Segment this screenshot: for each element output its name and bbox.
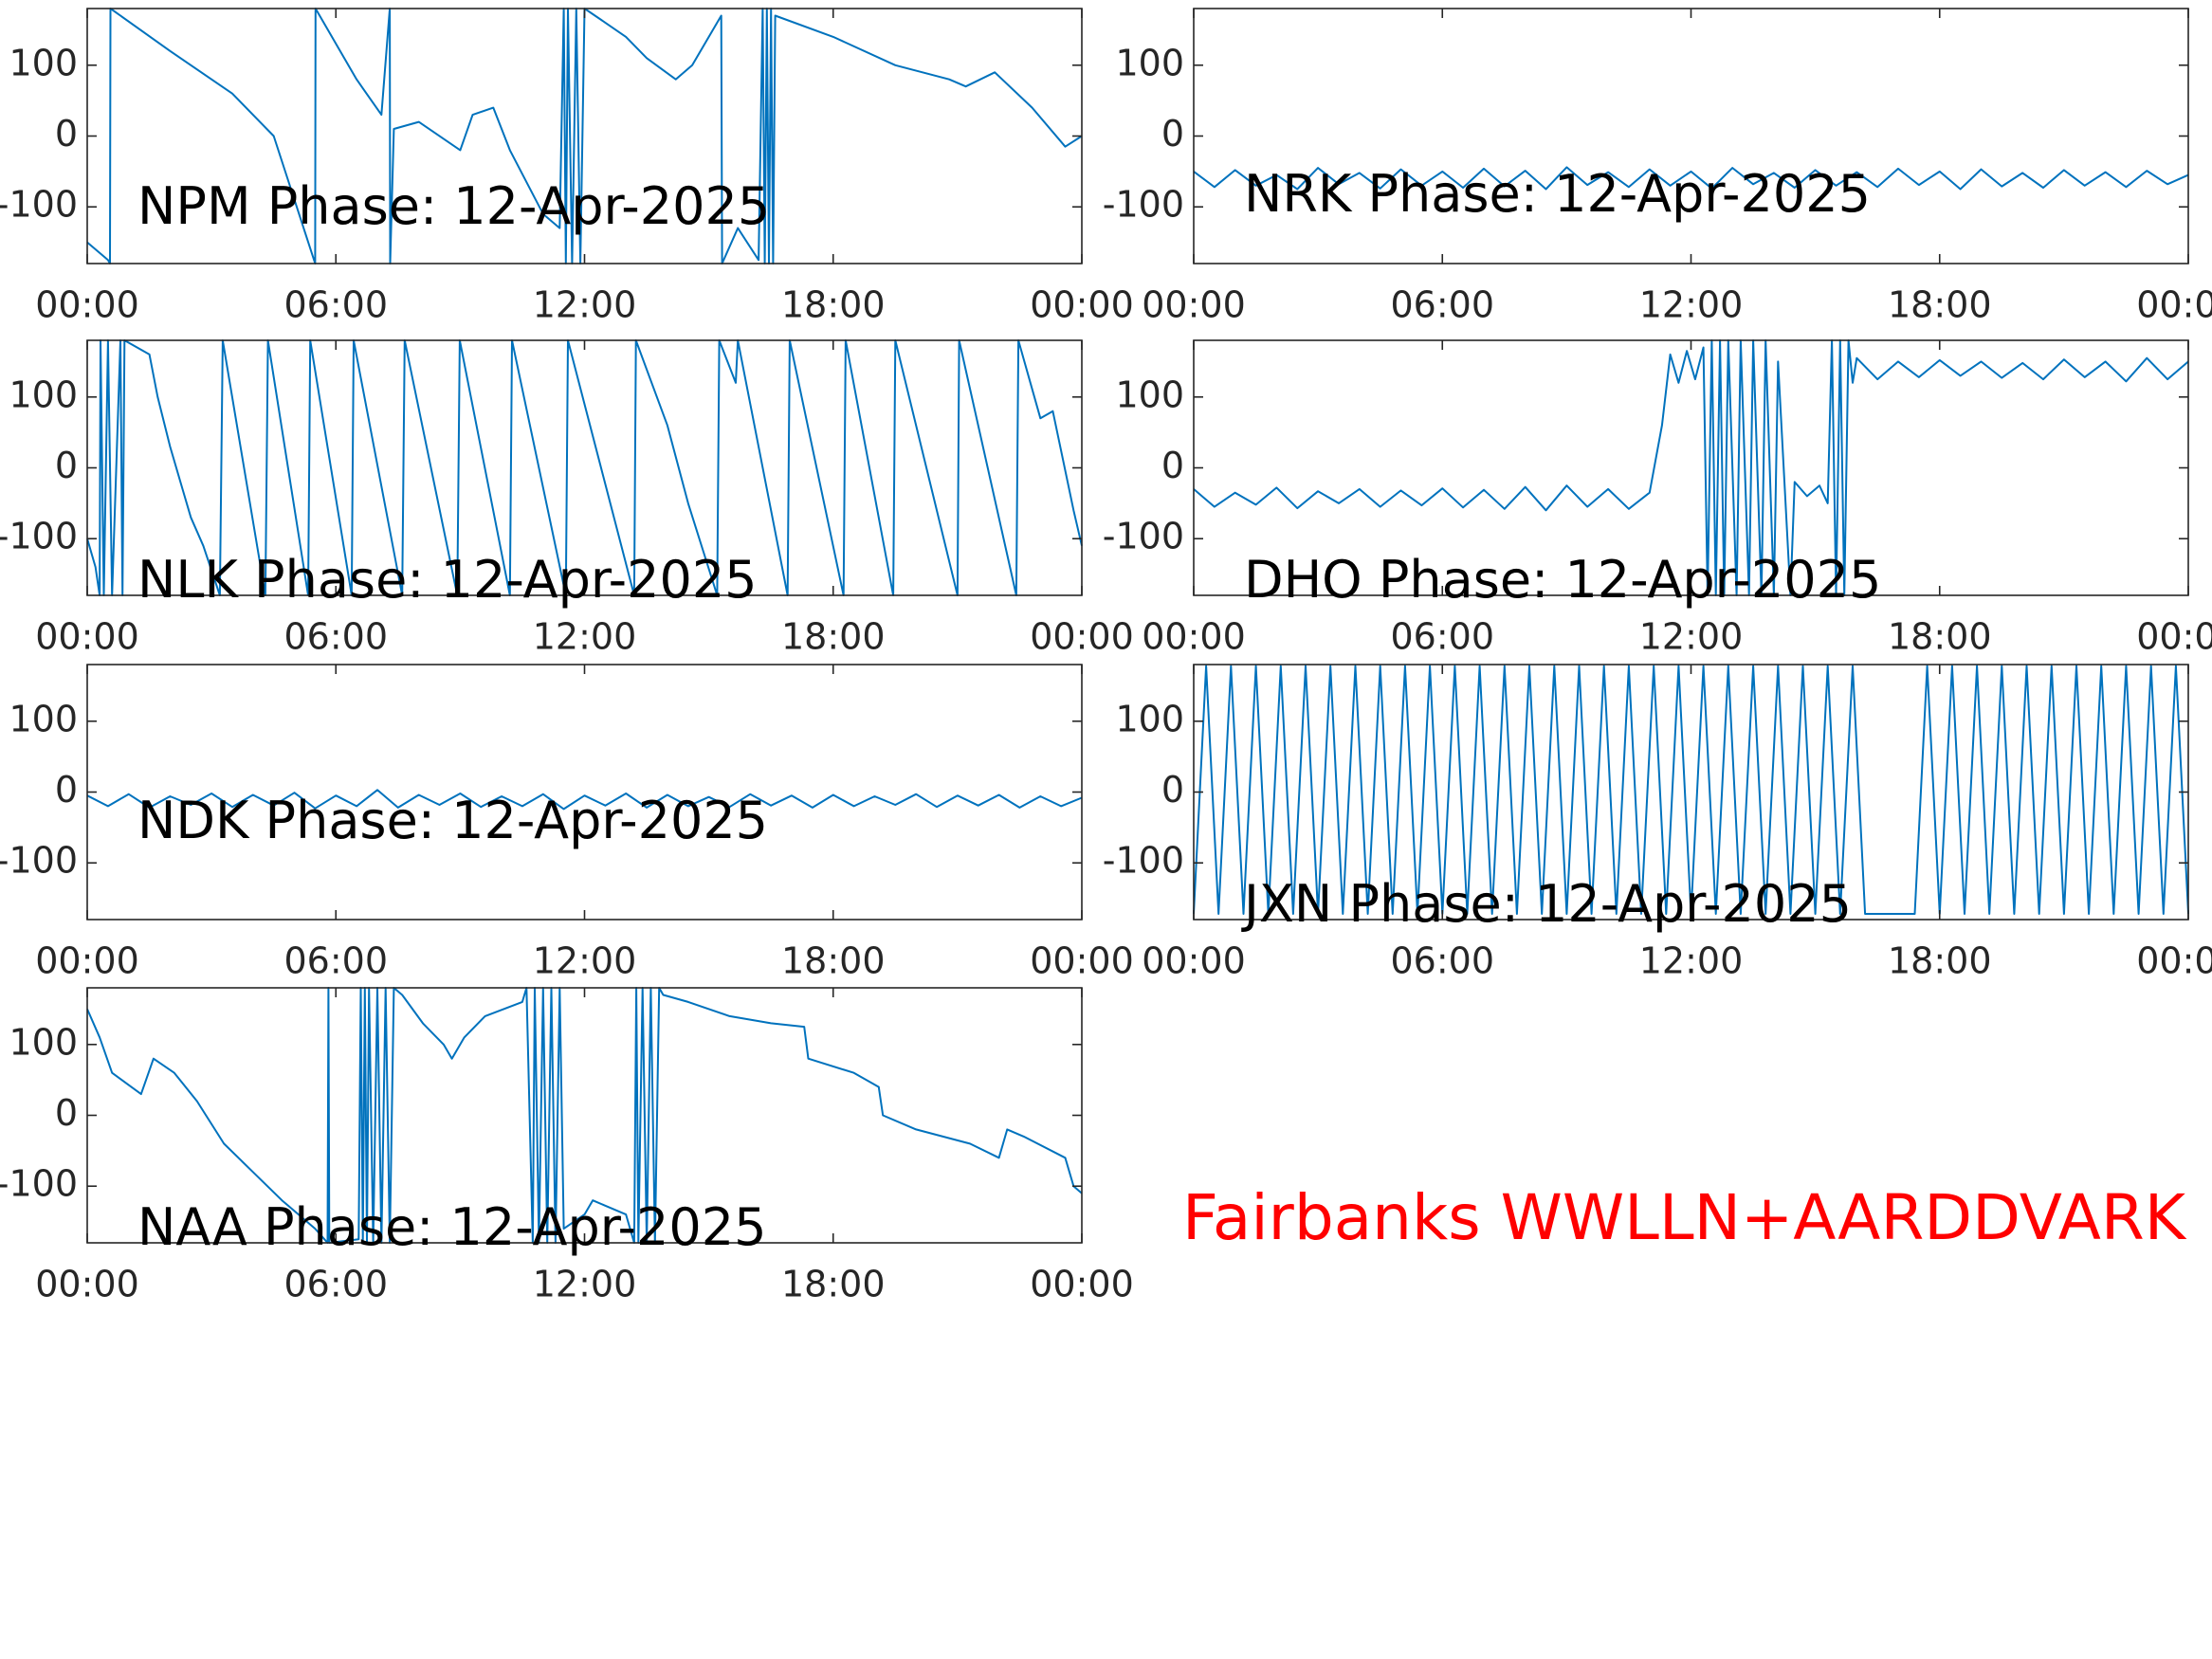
x-tick-label: 00:00 — [1142, 940, 1246, 982]
x-tick-label: 12:00 — [1639, 284, 1744, 326]
y-tick-label: -100 — [1103, 516, 1184, 557]
phase-line — [86, 339, 1083, 596]
y-tick-label: -100 — [0, 516, 78, 557]
subplot-title: NRK Phase: 12-Apr-2025 — [1244, 164, 1871, 224]
x-tick-label: 18:00 — [1888, 284, 1992, 326]
x-tick-label: 12:00 — [533, 940, 637, 982]
x-tick-label: 18:00 — [781, 284, 886, 326]
y-tick-label: -100 — [1103, 840, 1184, 882]
x-tick-label: 12:00 — [1639, 940, 1744, 982]
subplot-title: NAA Phase: 12-Apr-2025 — [137, 1197, 766, 1257]
x-tick-label: 12:00 — [533, 1264, 637, 1305]
x-tick-label: 00:00 — [1030, 940, 1134, 982]
subplot-title: NDK Phase: 12-Apr-2025 — [137, 791, 768, 850]
x-tick-label: 00:00 — [2136, 940, 2212, 982]
x-tick-label: 12:00 — [1639, 616, 1744, 658]
y-tick-label: 100 — [9, 42, 78, 83]
subplot: 00:00 06:00 12:00 18:00 00:00 -100 0 100 NAA Pha… — [0, 987, 1134, 1305]
y-tick-label: -100 — [0, 1163, 78, 1205]
y-tick-label: 100 — [9, 374, 78, 415]
x-tick-label: 00:00 — [1030, 1264, 1134, 1305]
x-tick-label: 06:00 — [283, 616, 388, 658]
y-tick-label: -100 — [1103, 184, 1184, 226]
subplot-title: NLK Phase: 12-Apr-2025 — [137, 550, 758, 610]
y-tick-label: 0 — [55, 769, 78, 811]
y-tick-label: 100 — [1115, 42, 1184, 83]
subplot: 00:00 06:00 12:00 18:00 00:00 -100 0 100 NPM Pha… — [0, 8, 1134, 326]
y-tick-label: 0 — [55, 113, 78, 155]
x-tick-label: 18:00 — [781, 616, 886, 658]
x-tick-label: 06:00 — [283, 940, 388, 982]
x-tick-label: 00:00 — [1030, 284, 1134, 326]
subplot-title: DHO Phase: 12-Apr-2025 — [1244, 550, 1881, 610]
y-tick-label: 100 — [9, 1021, 78, 1063]
subplot-title: JXN Phase: 12-Apr-2025 — [1241, 874, 1852, 934]
x-tick-label: 00:00 — [35, 1264, 139, 1305]
y-tick-label: 100 — [9, 698, 78, 739]
x-tick-label: 00:00 — [35, 284, 139, 326]
y-tick-label: -100 — [0, 840, 78, 882]
x-tick-label: 00:00 — [35, 940, 139, 982]
x-tick-label: 00:00 — [2136, 616, 2212, 658]
x-tick-label: 18:00 — [781, 1264, 886, 1305]
y-tick-label: 100 — [1115, 698, 1184, 739]
subplot: 00:00 06:00 12:00 18:00 00:00 -100 0 100 DHO Pha… — [1103, 339, 2212, 658]
x-tick-label: 18:00 — [1888, 940, 1992, 982]
y-tick-label: 0 — [1161, 445, 1184, 486]
y-tick-label: 100 — [1115, 374, 1184, 415]
x-tick-label: 12:00 — [533, 284, 637, 326]
plot-area — [1194, 9, 2188, 264]
x-tick-label: 12:00 — [533, 616, 637, 658]
y-tick-label: -100 — [0, 184, 78, 226]
x-tick-label: 00:00 — [1142, 616, 1246, 658]
x-tick-label: 06:00 — [283, 284, 388, 326]
x-tick-label: 00:00 — [35, 616, 139, 658]
y-tick-label: 0 — [1161, 113, 1184, 155]
plot-area — [87, 988, 1082, 1243]
subplot: 00:00 06:00 12:00 18:00 00:00 -100 0 100 NRK Pha… — [1103, 8, 2212, 326]
y-tick-label: 0 — [55, 445, 78, 486]
x-tick-label: 00:00 — [2136, 284, 2212, 326]
x-tick-label: 06:00 — [283, 1264, 388, 1305]
subplot-title: NPM Phase: 12-Apr-2025 — [137, 176, 770, 236]
plot-area — [1194, 340, 2188, 595]
x-tick-label: 06:00 — [1390, 940, 1494, 982]
phase-line — [1193, 166, 2189, 191]
annotation: Fairbanks WWLLN+AARDDVARK — [1182, 1181, 2187, 1254]
x-tick-label: 18:00 — [1888, 616, 1992, 658]
subplot: 00:00 06:00 12:00 18:00 00:00 -100 0 100 NLK Pha… — [0, 339, 1134, 658]
x-tick-label: 06:00 — [1390, 616, 1494, 658]
y-tick-label: 0 — [1161, 769, 1184, 811]
plot-area — [87, 340, 1082, 595]
subplot: 00:00 06:00 12:00 18:00 00:00 -100 0 100 JXN Pha… — [1103, 664, 2212, 982]
phase-line — [86, 8, 1083, 264]
x-tick-label: 18:00 — [781, 940, 886, 982]
plot-area — [1194, 665, 2188, 920]
plot-area — [87, 665, 1082, 920]
x-tick-label: 00:00 — [1030, 616, 1134, 658]
subplot: 00:00 06:00 12:00 18:00 00:00 -100 0 100 NDK Pha… — [0, 664, 1134, 982]
x-tick-label: 00:00 — [1142, 284, 1246, 326]
y-tick-label: 0 — [55, 1092, 78, 1134]
x-tick-label: 06:00 — [1390, 284, 1494, 326]
phase-line — [86, 789, 1083, 811]
